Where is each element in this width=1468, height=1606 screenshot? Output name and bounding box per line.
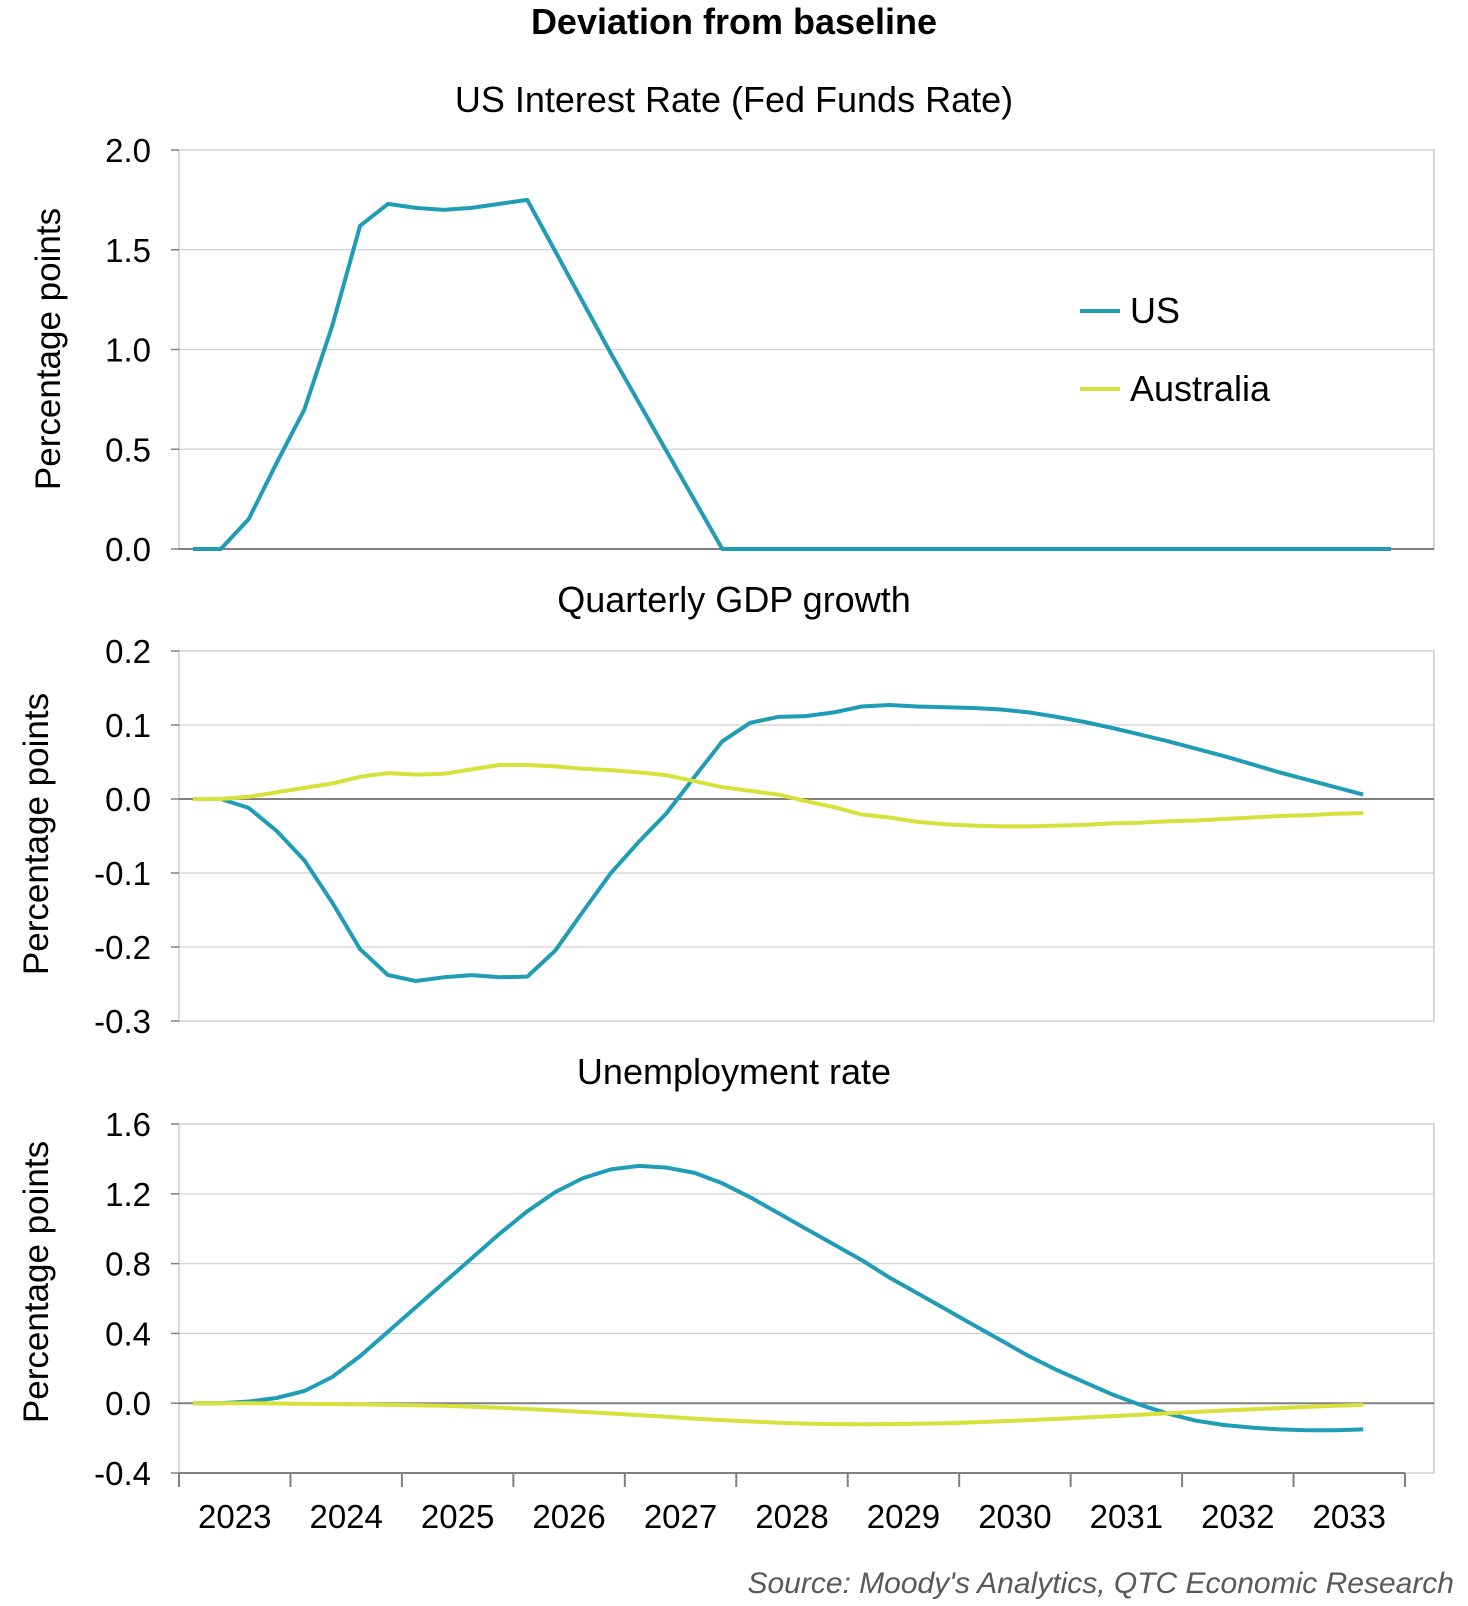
lines-gdp-growth [192, 703, 1364, 983]
y-axis-title-unemployment: Percentage points [17, 1141, 56, 1423]
panel-unemployment-rate: Unemployment rate Percentage points -0.4… [17, 1051, 1435, 1492]
y-tick-label: 0.0 [105, 781, 151, 818]
y-tick-label: 0.2 [105, 633, 151, 670]
y-tick-label: 1.5 [105, 232, 151, 269]
legend-label-us: US [1130, 290, 1180, 331]
grid-gdp-growth [178, 650, 1435, 1022]
x-axis: 2023 2024 2025 2026 2027 2028 2029 2030 2031 2032… [178, 1472, 1406, 1535]
panel-title-interest-rate: US Interest Rate (Fed Funds Rate) [455, 79, 1013, 120]
grid-interest-rate [178, 149, 1435, 550]
x-tick-label: 2031 [1090, 1498, 1163, 1535]
x-tick-label: 2026 [532, 1498, 605, 1535]
y-tick-label: -0.1 [94, 855, 151, 892]
y-tick-label: 0.4 [105, 1315, 151, 1352]
panel-title-gdp-growth: Quarterly GDP growth [557, 579, 910, 620]
y-ticks-interest-rate: 0.0 0.5 1.0 1.5 2.0 [105, 132, 179, 568]
x-tick-label: 2025 [421, 1498, 494, 1535]
x-tick-label: 2023 [198, 1498, 271, 1535]
lines-interest-rate [192, 197, 1392, 551]
panel-quarterly-gdp-growth: Quarterly GDP growth Percentage points -… [17, 579, 1435, 1040]
y-tick-label: -0.4 [94, 1455, 151, 1492]
x-tick-label: 2032 [1201, 1498, 1274, 1535]
y-ticks-unemployment: -0.4 0.0 0.4 0.8 1.2 1.6 [94, 1106, 179, 1492]
y-tick-label: -0.2 [94, 929, 151, 966]
legend: US Australia [1080, 290, 1271, 409]
plot-frame [178, 1123, 1435, 1474]
plot-frame [178, 650, 1435, 1022]
y-tick-label: 0.1 [105, 707, 151, 744]
x-tick-label: 2027 [644, 1498, 717, 1535]
y-tick-label: 0.5 [105, 431, 151, 468]
y-tick-label: 2.0 [105, 132, 151, 169]
y-tick-label: 0.8 [105, 1246, 151, 1283]
y-tick-label: 0.0 [105, 531, 151, 568]
panel-title-unemployment: Unemployment rate [577, 1051, 891, 1092]
x-tick-label: 2030 [978, 1498, 1051, 1535]
series-line-australia [192, 763, 1364, 829]
x-tick-label: 2033 [1313, 1498, 1386, 1535]
y-tick-label: 1.6 [105, 1106, 151, 1143]
y-tick-label: 1.0 [105, 332, 151, 369]
series-line-us [192, 703, 1364, 983]
lines-unemployment [192, 1163, 1364, 1433]
panel-us-interest-rate: US Interest Rate (Fed Funds Rate) Percen… [29, 79, 1435, 568]
figure-title: Deviation from baseline [531, 1, 937, 42]
y-axis-title-gdp-growth: Percentage points [17, 693, 56, 975]
series-line-us [192, 1163, 1364, 1433]
grid-unemployment [178, 1123, 1435, 1474]
y-tick-label: 1.2 [105, 1176, 151, 1213]
x-tick-label: 2028 [755, 1498, 828, 1535]
y-tick-label: -0.3 [94, 1003, 151, 1040]
legend-label-australia: Australia [1130, 368, 1271, 409]
y-ticks-gdp-growth: -0.3 -0.2 -0.1 0.0 0.1 0.2 [94, 633, 179, 1040]
series-line-us [192, 197, 1392, 551]
series-line-australia [192, 1401, 1364, 1427]
y-axis-title-interest-rate: Percentage points [29, 208, 68, 490]
x-tick-label: 2024 [309, 1498, 382, 1535]
source-note: Source: Moody's Analytics, QTC Economic … [747, 1567, 1454, 1600]
x-tick-label: 2029 [867, 1498, 940, 1535]
y-tick-label: 0.0 [105, 1385, 151, 1422]
